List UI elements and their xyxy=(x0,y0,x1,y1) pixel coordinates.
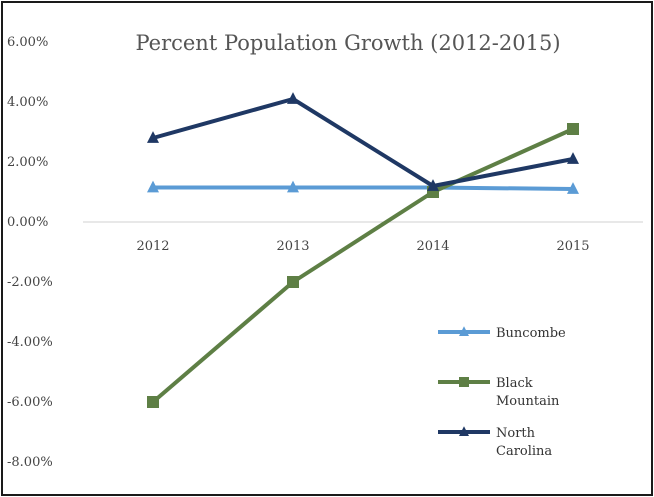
data-point-north-carolina xyxy=(147,131,159,143)
y-tick-label: 4.00% xyxy=(7,95,48,110)
legend-label-black-mountain: Mountain xyxy=(496,394,560,409)
y-tick-label: 0.00% xyxy=(7,215,48,230)
x-tick-label: 2012 xyxy=(136,239,169,254)
data-point-black-mountain xyxy=(567,123,579,135)
legend-label-north-carolina: North xyxy=(496,426,536,441)
data-point-black-mountain xyxy=(147,396,159,408)
y-tick-label: -8.00% xyxy=(7,455,53,470)
x-tick-label: 2013 xyxy=(276,239,309,254)
y-tick-label: 2.00% xyxy=(7,155,48,170)
x-tick-label: 2015 xyxy=(556,239,589,254)
chart-title: Percent Population Growth (2012-2015) xyxy=(135,31,560,55)
data-point-buncombe xyxy=(287,180,299,193)
legend: Buncombe Black Mountain North Carolina xyxy=(438,326,566,459)
data-point-north-carolina xyxy=(567,152,579,164)
series-line-buncombe xyxy=(151,185,575,191)
series-line-north-carolina xyxy=(151,97,575,188)
x-tick-label: 2014 xyxy=(416,239,449,254)
axis-layer: 6.00% 4.00% 2.00% 0.00% -2.00% -4.00% -6.00% -8… xyxy=(7,35,643,470)
legend-marker-north-carolina xyxy=(459,426,469,437)
legend-label-buncombe: Buncombe xyxy=(496,326,566,341)
legend-marker-buncombe xyxy=(459,326,469,337)
data-point-buncombe xyxy=(567,182,579,194)
legend-marker-black-mountain xyxy=(459,377,469,387)
data-point-north-carolina xyxy=(427,179,439,191)
y-tick-label: -6.00% xyxy=(7,395,53,410)
series-layer xyxy=(147,92,579,408)
line-chart: Percent Population Growth (2012-2015) 6.… xyxy=(7,31,643,470)
data-point-north-carolina xyxy=(287,92,299,104)
data-point-buncombe xyxy=(147,180,159,193)
data-point-black-mountain xyxy=(287,276,299,288)
y-tick-label: -2.00% xyxy=(7,275,53,290)
y-tick-label: 6.00% xyxy=(7,35,48,50)
legend-label-black-mountain: Black xyxy=(496,376,533,391)
legend-label-north-carolina: Carolina xyxy=(496,444,552,459)
y-tick-label: -4.00% xyxy=(7,335,53,350)
series-line-black-mountain xyxy=(151,127,575,404)
